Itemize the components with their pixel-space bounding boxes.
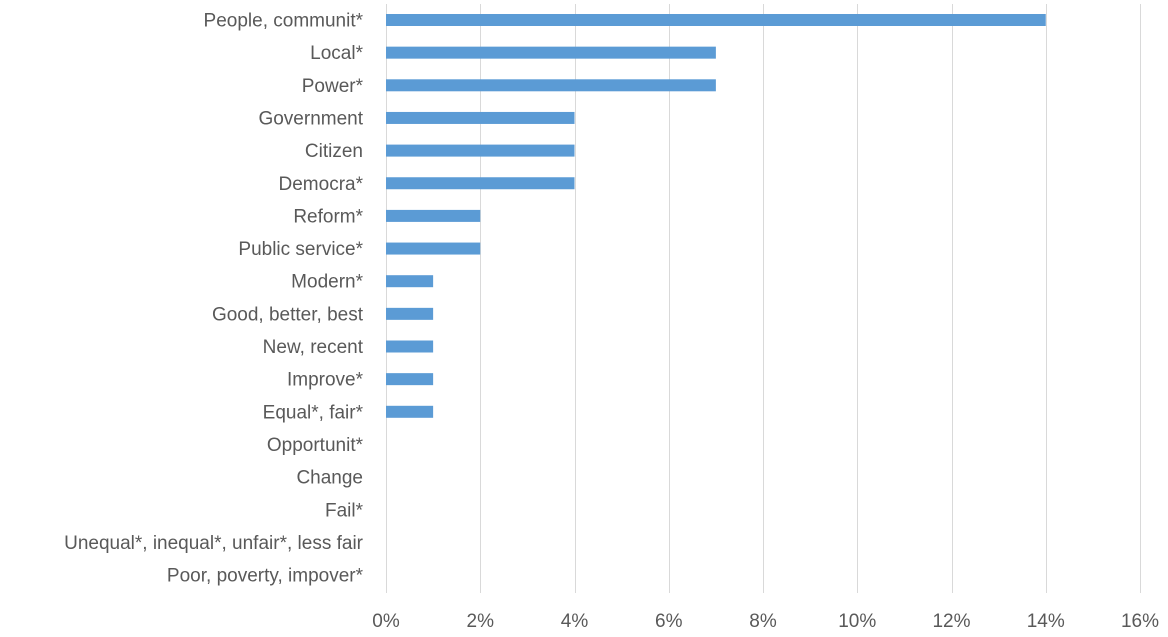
category-label: Equal*, fair* [263,402,364,423]
category-label: Power* [302,76,364,97]
bar [386,144,575,157]
category-label: Democra* [279,174,364,195]
x-tick-label: 2% [467,611,495,632]
gridlines [386,4,1141,593]
bar [386,14,1046,26]
category-label: Citizen [305,141,363,162]
x-tick-label: 4% [561,611,589,632]
category-label: Modern* [291,272,363,293]
category-label: Fail* [325,500,364,521]
x-tick-label: 14% [1027,611,1065,632]
bar [386,340,434,353]
category-label: Public service* [238,239,363,260]
category-label: New, recent [263,337,364,358]
bar [386,373,434,386]
x-tick-label: 0% [372,611,400,632]
category-label: Good, better, best [212,304,364,325]
x-tick-label: 6% [655,611,683,632]
x-tick-label: 16% [1121,611,1159,632]
bar [386,177,575,190]
x-axis-tick-labels: 0% 2% 4% 6% 8% 10% 12% 14% 16% [372,611,1159,632]
category-label: Opportunit* [267,435,364,456]
category-label: Government [258,108,363,129]
category-label: Change [296,468,363,489]
category-label: Improve* [287,370,364,391]
category-label: Reform* [293,206,363,227]
x-tick-label: 12% [932,611,970,632]
x-tick-label: 8% [749,611,777,632]
bar [386,79,716,92]
bars [386,14,1046,418]
bar [386,242,481,255]
bar [386,209,481,222]
category-label: Unequal*, inequal*, unfair*, less fair [64,533,364,554]
x-tick-label: 10% [838,611,876,632]
bar [386,307,434,320]
bar [386,275,434,288]
category-label: Local* [310,43,363,64]
category-label: People, communit* [204,11,364,32]
bar [386,46,716,59]
category-label: Poor, poverty, impover* [167,566,364,587]
category-labels: People, communit* Local* Power* Government C… [64,11,364,587]
bar [386,111,575,124]
bar [386,405,434,418]
